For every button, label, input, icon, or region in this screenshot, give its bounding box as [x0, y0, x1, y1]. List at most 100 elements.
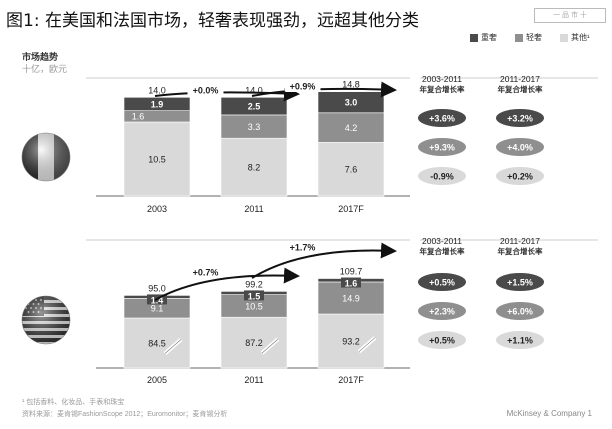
growth-label-bg-0 — [187, 266, 224, 278]
total-2011: 99.2 — [245, 279, 263, 289]
cagr-header-label-1: 年复合增长率 — [498, 84, 543, 94]
cagr-pill-轻奢-0 — [418, 138, 466, 156]
cagr-pill-轻奢-1 — [496, 138, 544, 156]
cagr-pill-轻奢-1 — [496, 302, 544, 320]
legend-swatch-light — [515, 33, 523, 42]
label-2017F-轻奢: 14.9 — [342, 293, 360, 303]
label-2003-其他: 10.5 — [148, 154, 166, 164]
label-2003-重奢: 1.9 — [151, 99, 164, 109]
cagr-value-重奢-0: +0.5% — [429, 277, 455, 287]
label-2011-轻奢: 3.3 — [248, 122, 261, 132]
footnote-source: 资料来源：麦肯锡FashionScope 2012；Euromonitor；麦肯… — [22, 411, 228, 418]
cagr-pill-重奢-1 — [496, 109, 544, 127]
cagr-header-label-0: 年复合增长率 — [420, 246, 465, 256]
category-2017F: 2017F — [338, 204, 364, 214]
growth-arrow-0 — [154, 267, 300, 301]
label-2017F-重奢: 3.0 — [345, 98, 358, 108]
label-2011-重奢: 1.5 — [248, 291, 261, 301]
cagr-header-label-1: 年复合增长率 — [498, 246, 543, 256]
total-2017F: 14.8 — [342, 80, 360, 90]
label-2011-其他: 8.2 — [248, 163, 261, 173]
axis-break-line-2017F — [358, 337, 376, 352]
cagr-pill-其他-1 — [496, 167, 544, 185]
cagr-value-重奢-0: +3.6% — [429, 113, 455, 123]
label-2003-轻奢: 1.6 — [132, 111, 145, 121]
france-flag-icon — [21, 132, 71, 182]
legend-item-heavy: 重奢 — [470, 32, 497, 43]
legend-swatch-heavy — [470, 33, 478, 42]
cagr-value-其他-0: -0.9% — [430, 171, 454, 181]
label-2005-轻奢: 9.1 — [151, 304, 164, 314]
cagr-value-重奢-1: +1.5% — [507, 277, 533, 287]
cagr-pill-轻奢-0 — [418, 302, 466, 320]
page-title: 图1: 在美国和法国市场，轻奢表现强劲，远超其他分类 — [6, 11, 419, 31]
growth-label-bg-1 — [284, 80, 321, 92]
total-2017F: 109.7 — [340, 267, 363, 277]
corner-stamp: 一 品 市 十 — [534, 8, 606, 23]
total-2005: 95.0 — [148, 283, 166, 293]
legend-item-other: 其他¹ — [560, 32, 590, 43]
bar-2017F-其他 — [317, 142, 385, 197]
cagr-pill-其他-0 — [418, 167, 466, 185]
chart-subtitle: 市场趋势 — [22, 52, 59, 62]
bar-2003-其他 — [123, 121, 191, 197]
cagr-value-其他-1: +0.2% — [507, 171, 533, 181]
label-box-2011 — [244, 290, 264, 301]
cagr-period-1: 2011-2017 — [500, 236, 540, 246]
total-2011: 14.0 — [245, 85, 263, 95]
cagr-value-轻奢-0: +9.3% — [429, 142, 455, 152]
axis-break-line-2011 — [261, 338, 279, 354]
category-2003: 2003 — [147, 204, 167, 214]
label-box-2017F — [341, 277, 361, 288]
bar-2017F-轻奢 — [317, 112, 385, 143]
bar-2011-重奢 — [220, 97, 288, 116]
unit-label: 十亿，欧元 — [22, 64, 68, 74]
cagr-value-其他-0: +0.5% — [429, 335, 455, 345]
total-2003: 14.0 — [148, 85, 166, 95]
legend-label-heavy: 重奢 — [481, 33, 497, 42]
label-2005-其他: 84.5 — [148, 339, 166, 349]
bar-2017F-重奢 — [317, 91, 385, 114]
cagr-pill-重奢-0 — [418, 109, 466, 127]
growth-label-bg-0 — [187, 84, 224, 96]
cagr-header-label-0: 年复合增长率 — [420, 84, 465, 94]
cagr-value-轻奢-1: +6.0% — [507, 306, 533, 316]
cagr-pill-重奢-1 — [496, 273, 544, 291]
label-2017F-其他: 93.2 — [342, 337, 360, 347]
category-2017F: 2017F — [338, 375, 364, 385]
cagr-value-其他-1: +1.1% — [507, 335, 533, 345]
label-2011-重奢: 2.5 — [248, 102, 261, 112]
growth-label-0: +0.0% — [193, 86, 219, 96]
label-2017F-其他: 7.6 — [345, 165, 358, 175]
axis-break-line-2005 — [164, 339, 182, 354]
legend-label-other: 其他¹ — [571, 33, 590, 42]
label-2011-其他: 87.2 — [245, 338, 263, 348]
cagr-period-0: 2003-2011 — [422, 74, 462, 84]
legend-swatch-other — [560, 33, 568, 42]
growth-arrow-1 — [251, 242, 397, 279]
cagr-pill-重奢-0 — [418, 273, 466, 291]
cagr-value-轻奢-0: +2.3% — [429, 306, 455, 316]
category-2011: 2011 — [244, 375, 263, 385]
legend-item-light: 轻奢 — [515, 32, 542, 43]
legend-label-light: 轻奢 — [526, 33, 542, 42]
footnote-1: ¹ 包括香料、化妆品、手表和珠宝 — [22, 399, 125, 406]
cagr-pill-其他-1 — [496, 331, 544, 349]
us-flag-icon — [21, 295, 71, 345]
growth-label-0: +0.7% — [193, 268, 219, 278]
cagr-value-重奢-1: +3.2% — [507, 113, 533, 123]
growth-label-1: +0.9% — [290, 82, 316, 92]
chart-france: 10.5 1.6 1.9 14.0 2003 8.2 3.3 2.5 14.0 2011 7.6 4.… — [86, 74, 598, 214]
cagr-value-轻奢-1: +4.0% — [507, 142, 533, 152]
cagr-period-1: 2011-2017 — [500, 74, 540, 84]
growth-label-1: +1.7% — [290, 243, 316, 253]
label-2017F-轻奢: 4.2 — [345, 123, 358, 133]
chart-us: 84.5 9.11.4 95.0 2005 87.2 10.51.5 99.2 2011 93.… — [86, 236, 598, 385]
label-2011-轻奢: 10.5 — [245, 301, 263, 311]
category-2005: 2005 — [147, 375, 167, 385]
growth-label-bg-1 — [284, 241, 321, 253]
bar-2003-重奢 — [123, 97, 191, 111]
label-2005-重奢: 1.4 — [151, 295, 164, 305]
bar-2011-其他 — [220, 316, 288, 369]
